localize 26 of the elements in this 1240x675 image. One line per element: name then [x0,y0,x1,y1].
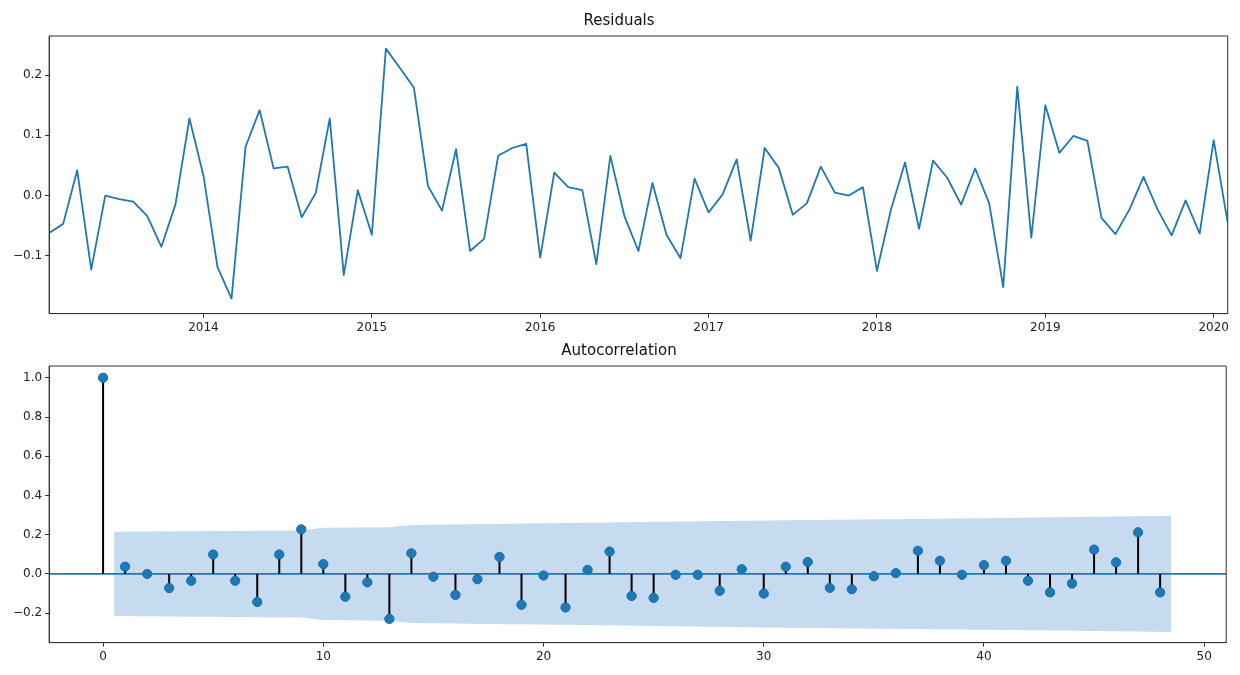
y-tick-label: 0.4 [23,487,43,502]
y-tick-label: −0.1 [13,247,43,262]
y-tick-label: 0.6 [23,448,43,463]
y-tick-label: 0.2 [23,67,43,82]
x-tick-label: 2015 [356,319,388,334]
y-tick-label: 0.2 [23,526,43,541]
chart-title: Autocorrelation [561,340,677,359]
x-tick-label: 2017 [693,319,724,334]
x-tick-label: 2020 [1198,319,1229,334]
y-tick-label: −0.2 [13,605,43,620]
x-tick-label: 30 [756,648,772,663]
x-tick-label: 2014 [188,319,219,334]
x-tick-label: 10 [315,648,331,663]
y-tick-label: 0.1 [23,127,43,142]
chart-title: Residuals [583,10,655,29]
x-tick-label: 20 [535,648,552,663]
x-tick-label: 50 [1196,648,1212,663]
x-tick-label: 2018 [861,319,893,334]
y-tick-label: 0.8 [23,409,43,424]
y-tick-label: 1.0 [23,369,43,384]
y-tick-label: 0.0 [23,187,43,202]
x-tick-label: 0 [99,648,107,663]
x-tick-label: 40 [976,648,992,663]
y-tick-label: 0.0 [23,566,43,581]
x-tick-label: 2016 [524,319,556,334]
x-tick-label: 2019 [1030,319,1061,334]
